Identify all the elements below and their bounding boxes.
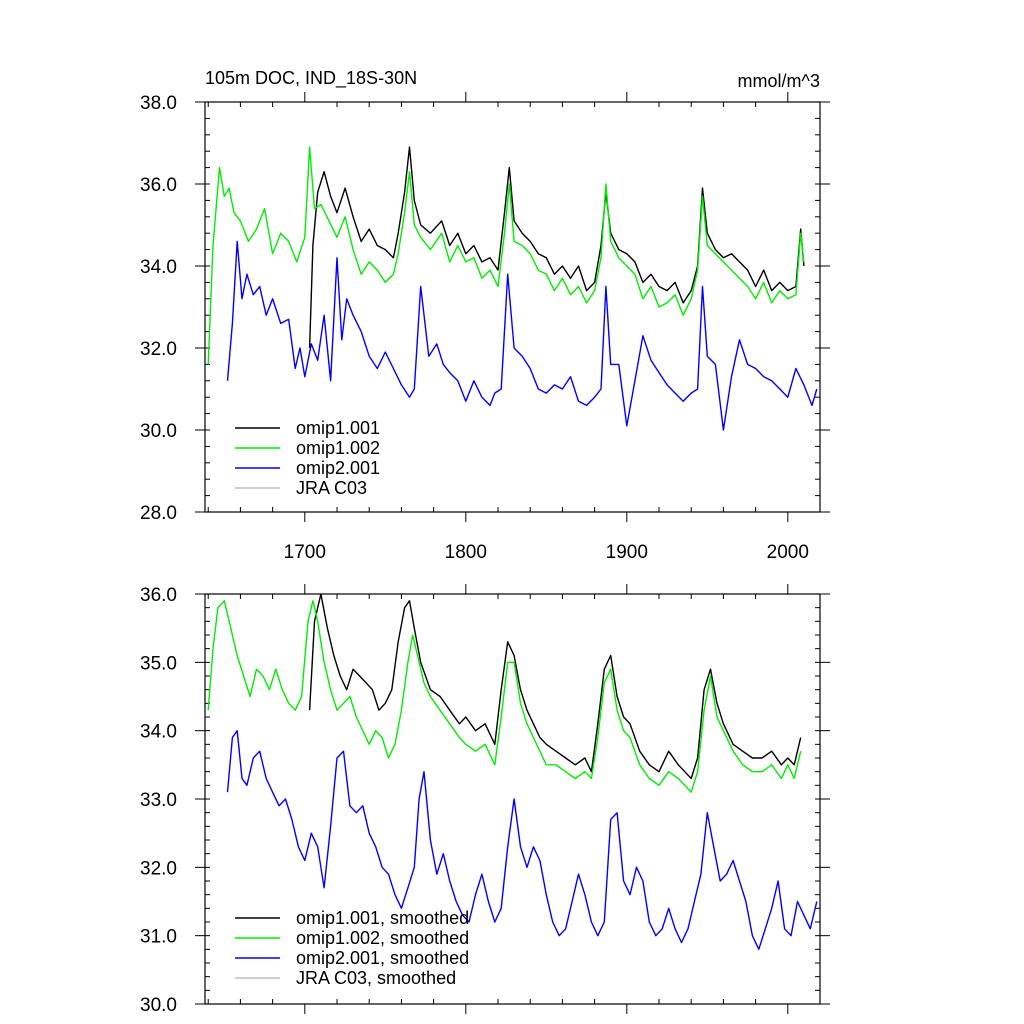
x-tick-label: 2000 [767, 542, 809, 563]
legend-label: omip2.001, smoothed [296, 948, 469, 968]
series-line-omip1-002 [207, 146, 805, 365]
chart-title: 105m DOC, IND_18S-30N [205, 68, 417, 89]
y-tick-label: 34.0 [140, 257, 177, 278]
y-tick-label: 30.0 [140, 421, 177, 442]
legend-label: JRA C03 [296, 478, 367, 498]
legend-label: omip1.002, smoothed [296, 928, 469, 948]
y-tick-label: 28.0 [140, 503, 177, 524]
y-tick-label: 36.0 [140, 585, 177, 606]
series-line-omip1-002-smoothed [207, 600, 802, 793]
chart-units: mmol/m^3 [738, 71, 820, 91]
y-tick-label: 38.0 [140, 93, 177, 114]
legend-label: omip2.001 [296, 458, 380, 478]
top-panel: 1700 1800 1900 2000 28.0 30.0 32.0 34.0 36.0 38.0… [140, 92, 830, 563]
y-tick-label: 36.0 [140, 175, 177, 196]
series-line-omip2-001 [226, 240, 818, 431]
legend-label: omip1.002 [296, 438, 380, 458]
bottom-panel: 30.0 31.0 32.0 33.0 34.0 35.0 36.0 omip1.001, s… [140, 584, 830, 1016]
x-tick-label: 1800 [445, 542, 487, 563]
y-tick-label: 33.0 [140, 790, 177, 811]
y-tick-label: 34.0 [140, 722, 177, 743]
plot-frame [204, 101, 821, 513]
x-tick-label: 1700 [284, 542, 326, 563]
y-tick-label: 30.0 [140, 995, 177, 1016]
x-tick-label: 1900 [606, 542, 648, 563]
legend-label: omip1.001 [296, 418, 380, 438]
y-tick-label: 32.0 [140, 339, 177, 360]
y-tick-label: 35.0 [140, 653, 177, 674]
y-tick-label: 31.0 [140, 927, 177, 948]
series-line-omip1-001-smoothed [308, 594, 802, 780]
series-line-omip1-001 [308, 146, 805, 349]
series-line-omip2-001-smoothed [226, 730, 818, 950]
legend-label: omip1.001, smoothed [296, 908, 469, 928]
y-tick-label: 32.0 [140, 858, 177, 879]
legend-label: JRA C03, smoothed [296, 968, 456, 988]
